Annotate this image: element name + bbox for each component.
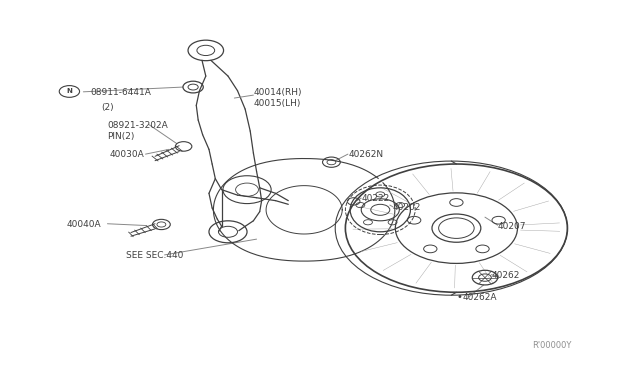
Text: 40262: 40262 [492,271,520,280]
Text: 40014(RH): 40014(RH) [253,88,302,97]
Text: 40030A: 40030A [109,150,144,159]
Text: 40015(LH): 40015(LH) [253,99,301,108]
Text: R'00000Y: R'00000Y [532,341,572,350]
Text: PIN(2): PIN(2) [108,132,135,141]
Text: 08921-3202A: 08921-3202A [108,121,168,130]
Text: 40262N: 40262N [349,150,383,159]
Text: SEE SEC.440: SEE SEC.440 [127,251,184,260]
Text: 40040A: 40040A [66,220,101,229]
Text: •: • [457,292,463,302]
Text: 40262A: 40262A [463,293,497,302]
Text: 40222: 40222 [361,194,390,203]
Text: 40207: 40207 [498,222,526,231]
Text: 40202: 40202 [393,203,421,212]
Text: (2): (2) [101,103,114,112]
Text: N: N [67,89,72,94]
Text: 08911-6441A: 08911-6441A [90,88,151,97]
